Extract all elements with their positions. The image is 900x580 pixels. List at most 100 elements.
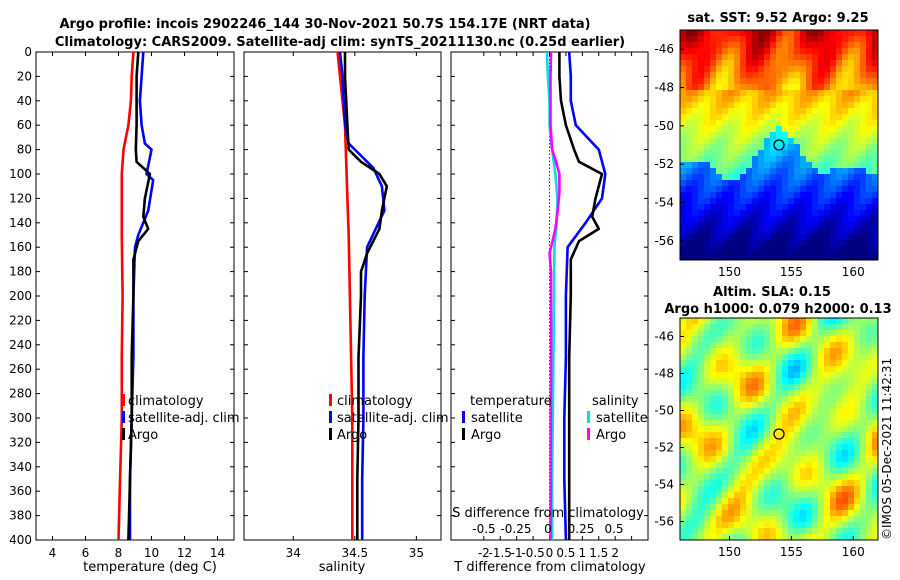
heatmap-cell (698, 330, 705, 337)
heatmap-cell (806, 354, 813, 361)
heatmap-cell (698, 174, 705, 181)
heatmap-cell (704, 144, 711, 151)
heatmap-cell (818, 438, 825, 445)
heatmap-cell (806, 420, 813, 427)
heatmap-cell (722, 246, 729, 253)
heatmap-cell (770, 144, 777, 151)
heatmap-cell (758, 378, 765, 385)
heatmap-cell (812, 336, 819, 343)
heatmap-cell (848, 252, 855, 259)
heatmap-cell (692, 432, 699, 439)
heatmap-cell (872, 42, 878, 49)
heatmap-cell (854, 492, 861, 499)
heatmap-cell (788, 168, 795, 175)
heatmap-cell (740, 360, 747, 367)
heatmap-cell (746, 504, 753, 511)
heatmap-cell (812, 324, 819, 331)
heatmap-cell (752, 198, 759, 205)
heatmap-cell (842, 420, 849, 427)
heatmap-cell (788, 90, 795, 97)
heatmap-cell (812, 318, 819, 325)
y-tick-label: 60 (17, 118, 32, 132)
heatmap-cell (854, 348, 861, 355)
heatmap-cell (818, 474, 825, 481)
heatmap-cell (686, 54, 693, 61)
heatmap-cell (824, 384, 831, 391)
heatmap-cell (728, 84, 735, 91)
heatmap-cell (872, 318, 878, 325)
heatmap-cell (854, 114, 861, 121)
heatmap-cell (692, 480, 699, 487)
heatmap-cell (866, 360, 873, 367)
heatmap-cell (680, 372, 687, 379)
heatmap-cell (848, 132, 855, 139)
series-line-t-argo (558, 52, 604, 540)
heatmap-cell (776, 324, 783, 331)
heatmap-cell (824, 54, 831, 61)
heatmap-cell (830, 426, 837, 433)
heatmap-cell (722, 342, 729, 349)
heatmap-cell (722, 78, 729, 85)
heatmap-cell (794, 78, 801, 85)
heatmap-cell (710, 348, 717, 355)
heatmap-cell (746, 336, 753, 343)
heatmap-cell (746, 414, 753, 421)
heatmap-cell (818, 486, 825, 493)
heatmap-cell (728, 252, 735, 259)
heatmap-cell (830, 450, 837, 457)
heatmap-cell (788, 384, 795, 391)
heatmap-cell (812, 402, 819, 409)
heatmap-cell (848, 522, 855, 529)
heatmap-cell (692, 426, 699, 433)
heatmap-cell (842, 324, 849, 331)
heatmap-cell (746, 384, 753, 391)
heatmap-cell (698, 210, 705, 217)
heatmap-cell (824, 492, 831, 499)
heatmap-cell (830, 198, 837, 205)
heatmap-cell (824, 174, 831, 181)
heatmap-cell (698, 372, 705, 379)
heatmap-cell (842, 30, 849, 37)
heatmap-cell (782, 96, 789, 103)
heatmap-cell (860, 384, 867, 391)
heatmap-cell (752, 522, 759, 529)
heatmap-cell (722, 168, 729, 175)
heatmap-cell (836, 84, 843, 91)
heatmap-cell (686, 354, 693, 361)
heatmap-cell (758, 42, 765, 49)
heatmap-cell (866, 396, 873, 403)
heatmap-cell (824, 474, 831, 481)
heatmap-cell (752, 456, 759, 463)
heatmap-cell (686, 102, 693, 109)
heatmap-cell (716, 132, 723, 139)
heatmap-cell (686, 216, 693, 223)
heatmap-cell (776, 534, 783, 540)
heatmap-cell (704, 66, 711, 73)
heatmap-cell (734, 342, 741, 349)
heatmap-cell (800, 462, 807, 469)
heatmap-cell (812, 72, 819, 79)
heatmap-cell (710, 354, 717, 361)
heatmap-cell (866, 84, 873, 91)
heatmap-cell (692, 204, 699, 211)
heatmap-cell (716, 504, 723, 511)
heatmap-cell (740, 384, 747, 391)
heatmap-cell (854, 198, 861, 205)
heatmap-cell (818, 534, 825, 540)
heatmap-cell (680, 462, 687, 469)
heatmap-cell (854, 390, 861, 397)
heatmap-cell (782, 42, 789, 49)
heatmap-cell (872, 378, 878, 385)
heatmap-cell (812, 486, 819, 493)
heatmap-cell (824, 522, 831, 529)
heatmap-cell (716, 96, 723, 103)
heatmap-cell (758, 54, 765, 61)
heatmap-cell (818, 216, 825, 223)
difference-legend-t-satellite: satellite (471, 411, 523, 426)
heatmap-cell (698, 96, 705, 103)
heatmap-cell (836, 318, 843, 325)
map-x-tick-label: 150 (718, 265, 741, 279)
heatmap-cell (716, 330, 723, 337)
heatmap-cell (788, 522, 795, 529)
heatmap-cell (836, 342, 843, 349)
